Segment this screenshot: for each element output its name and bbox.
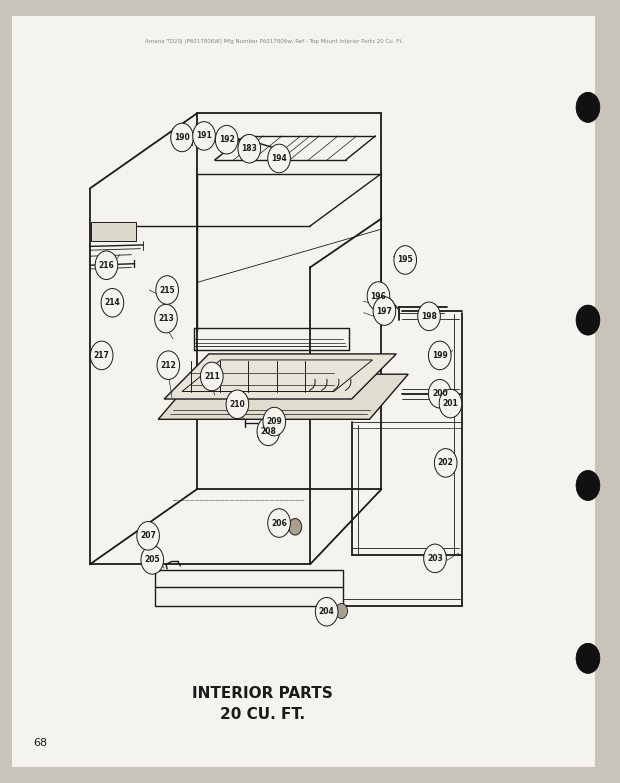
Text: Amana TD20J (P6017806W) Mfg Number P6017806w, Ref - Top Mount Interior Parts 20 : Amana TD20J (P6017806W) Mfg Number P6017… (145, 38, 404, 44)
Circle shape (428, 380, 451, 408)
Text: 217: 217 (94, 351, 110, 360)
Circle shape (141, 546, 164, 574)
Text: 195: 195 (397, 255, 413, 265)
Text: 201: 201 (443, 399, 458, 408)
Circle shape (215, 125, 238, 154)
Circle shape (268, 509, 290, 537)
Circle shape (418, 302, 440, 330)
Text: 213: 213 (158, 314, 174, 323)
Circle shape (170, 123, 193, 152)
Circle shape (435, 449, 457, 477)
Text: 203: 203 (427, 554, 443, 563)
Text: 198: 198 (421, 312, 437, 321)
Circle shape (335, 604, 347, 619)
Text: 207: 207 (140, 532, 156, 540)
Text: 197: 197 (376, 307, 392, 316)
Circle shape (288, 518, 302, 535)
Text: 212: 212 (161, 361, 176, 370)
Bar (181, 135, 192, 145)
Circle shape (428, 341, 451, 370)
Text: INTERIOR PARTS: INTERIOR PARTS (192, 686, 333, 701)
Circle shape (193, 121, 215, 150)
Text: 192: 192 (219, 135, 234, 144)
Circle shape (576, 92, 600, 122)
Circle shape (95, 251, 118, 280)
Circle shape (157, 351, 180, 380)
Text: 191: 191 (196, 132, 212, 140)
Text: 209: 209 (267, 417, 282, 426)
Circle shape (101, 288, 124, 317)
Circle shape (226, 390, 249, 419)
Text: 208: 208 (260, 427, 277, 436)
Polygon shape (158, 374, 408, 420)
Circle shape (576, 305, 600, 335)
Circle shape (576, 471, 600, 500)
Circle shape (156, 276, 179, 305)
Polygon shape (164, 354, 396, 399)
Circle shape (394, 246, 417, 274)
Text: 210: 210 (229, 400, 246, 409)
Circle shape (137, 521, 159, 550)
Circle shape (154, 305, 177, 333)
Circle shape (238, 135, 260, 163)
Text: eReplacementParts.com: eReplacementParts.com (223, 396, 350, 406)
Circle shape (268, 144, 290, 173)
Text: 190: 190 (174, 133, 190, 142)
Text: 200: 200 (432, 389, 448, 399)
Circle shape (439, 389, 462, 418)
Circle shape (367, 282, 390, 310)
Text: 204: 204 (319, 608, 335, 616)
Circle shape (263, 407, 286, 436)
Bar (91, 222, 136, 241)
Text: 199: 199 (432, 351, 448, 360)
Text: 183: 183 (241, 144, 257, 153)
Circle shape (91, 341, 113, 370)
Circle shape (257, 417, 280, 446)
Text: 194: 194 (271, 154, 287, 163)
Text: 215: 215 (159, 286, 175, 294)
Text: 206: 206 (271, 518, 287, 528)
Circle shape (316, 597, 338, 626)
Text: 20 CU. FT.: 20 CU. FT. (220, 707, 305, 722)
Text: 214: 214 (105, 298, 120, 307)
Circle shape (423, 544, 446, 572)
Text: 205: 205 (144, 555, 160, 565)
Text: 216: 216 (99, 261, 114, 269)
Text: 202: 202 (438, 458, 454, 467)
Circle shape (576, 644, 600, 673)
Circle shape (373, 297, 396, 326)
Circle shape (200, 363, 223, 391)
Text: 196: 196 (371, 291, 386, 301)
Text: 68: 68 (33, 738, 47, 749)
Text: ─────────────────────────────────────────────────────: ────────────────────────────────────────… (172, 500, 305, 503)
Text: 211: 211 (204, 372, 219, 381)
